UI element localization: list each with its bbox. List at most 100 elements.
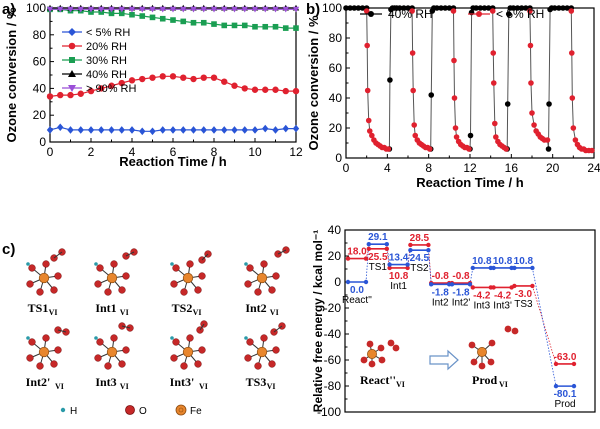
oxygen-atom xyxy=(198,346,206,354)
energy-ytick-label: 0 xyxy=(334,275,341,289)
legend-item-rh30: 30% RH xyxy=(62,55,127,67)
data-point-gt90 xyxy=(180,6,187,13)
panel-b-ytick-label: 40 xyxy=(329,91,343,105)
prod-label: Prod xyxy=(472,373,497,387)
oxygen-atom xyxy=(246,338,254,346)
legend-label-rh30: 30% RH xyxy=(86,55,127,67)
energy-level-dot-blue xyxy=(553,383,559,389)
data-point-lt5 xyxy=(190,126,197,134)
data-point-lt5 xyxy=(87,126,95,134)
data-point-rh40 xyxy=(545,146,552,152)
oxygen-atom xyxy=(186,260,194,268)
data-point-lt5 xyxy=(409,8,415,14)
data-point-lt5 xyxy=(262,124,269,133)
oxygen-atom xyxy=(28,264,36,272)
data-point-rh40 xyxy=(442,5,449,11)
oxygen-atom xyxy=(104,288,112,296)
energy-value-blue: -1.8 xyxy=(432,287,450,298)
data-point-lt5 xyxy=(572,137,579,143)
atom-fe-icon xyxy=(175,404,187,416)
panel-a-xtick-label: 0 xyxy=(47,145,54,159)
data-point-rh40 xyxy=(514,5,521,11)
energy-connector-red xyxy=(532,285,557,365)
data-point-lt5 xyxy=(503,146,509,152)
energy-value-red: -4.2 xyxy=(473,290,491,301)
oxygen-atom xyxy=(260,334,268,342)
energy-value-red: -0.8 xyxy=(452,271,470,282)
structure-label: Int3' xyxy=(170,375,195,389)
data-point-rh40 xyxy=(405,5,411,11)
atom-h-label: H xyxy=(70,406,77,417)
legend-item-b-rh40: 40% RH xyxy=(360,7,433,21)
legend-item-gt90: > 90% RH xyxy=(62,83,136,95)
data-point-rh30 xyxy=(200,19,207,26)
energy-value-red: 25.5 xyxy=(368,252,388,263)
energy-level-dot-red xyxy=(470,285,475,290)
data-point-lt5 xyxy=(411,122,418,128)
state-name: React'' xyxy=(342,295,372,306)
energy-value-blue: 13.4 xyxy=(389,253,409,264)
energy-level-dot-blue xyxy=(408,247,413,253)
data-point-rh20 xyxy=(231,82,238,89)
panel-b-ytick-label: 0 xyxy=(335,151,342,165)
oxygen-atom xyxy=(198,272,206,280)
data-point-lt5 xyxy=(200,126,207,134)
data-point-lt5 xyxy=(466,146,472,152)
panel-a-ytick-label: 0 xyxy=(39,135,46,149)
oxygen-atom xyxy=(110,334,118,342)
data-point-rh40 xyxy=(434,5,440,11)
react-label-sub: VI xyxy=(396,380,405,389)
energy-level-dot-blue xyxy=(426,247,431,253)
data-point-rh30 xyxy=(118,10,125,17)
data-point-gt90 xyxy=(190,6,197,13)
energy-connector-blue xyxy=(365,244,370,283)
structure-label-sub: VI xyxy=(55,382,64,391)
data-point-rh30 xyxy=(180,18,187,25)
data-point-rh20 xyxy=(282,87,289,95)
data-point-lt5 xyxy=(180,126,187,134)
data-point-lt5 xyxy=(369,132,375,139)
energy-value-red: 10.8 xyxy=(389,271,409,282)
data-point-lt5 xyxy=(210,126,218,134)
data-point-lt5 xyxy=(453,134,460,140)
data-point-lt5 xyxy=(366,128,373,134)
data-point-lt5 xyxy=(118,126,125,134)
data-point-rh40 xyxy=(505,11,512,17)
data-point-rh20 xyxy=(128,77,136,84)
energy-level-dot-red xyxy=(363,256,369,261)
hydrogen-atom xyxy=(94,336,98,340)
iron-atom xyxy=(38,346,50,358)
oxygen-atom xyxy=(104,362,112,370)
energy-ytick-label: -80 xyxy=(324,379,342,393)
oxygen-atom xyxy=(36,362,44,370)
panel-b-xtick-label: 16 xyxy=(505,161,519,175)
oxygen-atom xyxy=(122,252,130,260)
structure-3: TS2 VI xyxy=(170,250,212,317)
panel-a-axes: 0 2 4 6 8 10 12 0 20 40 60 80 100 xyxy=(26,1,303,159)
legend-marker-b-rh40 xyxy=(368,11,374,17)
panel-a-series xyxy=(46,4,300,136)
data-point-rh30 xyxy=(293,25,299,31)
prod-structure xyxy=(468,325,519,370)
data-point-lt5 xyxy=(77,126,84,134)
oxygen-atom xyxy=(244,354,252,362)
data-point-rh20 xyxy=(272,86,279,93)
data-point-lt5 xyxy=(221,126,228,134)
data-point-lt5 xyxy=(529,110,535,116)
data-point-lt5 xyxy=(231,126,238,134)
data-point-gt90 xyxy=(251,6,259,13)
state-name: TS3 xyxy=(514,299,533,310)
data-point-rh20 xyxy=(221,78,228,85)
structure-label-sub: VI xyxy=(270,308,279,317)
bond xyxy=(53,251,63,259)
data-point-lt5 xyxy=(46,126,54,134)
data-point-gt90 xyxy=(149,6,156,13)
legend-item-rh40: 40% RH xyxy=(62,69,127,81)
bond xyxy=(277,249,287,255)
iron-atom xyxy=(106,272,118,284)
data-point-rh20 xyxy=(292,87,300,95)
data-point-rh40 xyxy=(438,5,444,11)
panel-a-ytick-label: 60 xyxy=(33,55,47,69)
